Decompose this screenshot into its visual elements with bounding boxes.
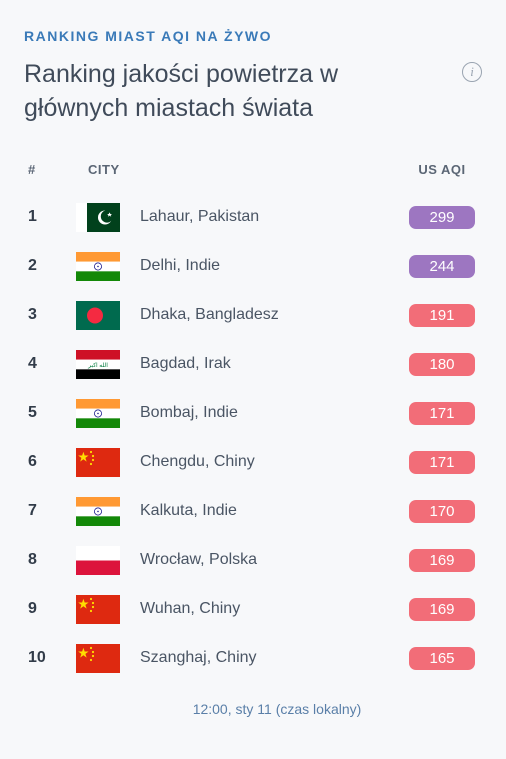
poland-flag-icon: [76, 546, 120, 575]
rank-number: 9: [28, 600, 76, 618]
aqi-cell: 165: [406, 647, 478, 670]
rank-number: 6: [28, 453, 76, 471]
city-cell: Szanghaj, Chiny: [76, 644, 406, 673]
city-cell: Delhi, Indie: [76, 252, 406, 281]
rank-number: 1: [28, 208, 76, 226]
table-row[interactable]: 6 Chengdu, Chiny 171: [24, 438, 482, 487]
aqi-cell: 244: [406, 255, 478, 278]
table-row[interactable]: 2 Delhi, Indie 244: [24, 242, 482, 291]
info-icon[interactable]: i: [462, 62, 482, 82]
aqi-cell: 191: [406, 304, 478, 327]
svg-text:الله اكبر: الله اكبر: [87, 362, 108, 369]
table-row[interactable]: 9 Wuhan, Chiny 169: [24, 585, 482, 634]
rank-number: 3: [28, 306, 76, 324]
rank-number: 2: [28, 257, 76, 275]
city-name: Lahaur, Pakistan: [140, 208, 259, 226]
rank-number: 10: [28, 649, 76, 667]
iraq-flag-icon: الله اكبر: [76, 350, 120, 379]
timestamp: 12:00, sty 11 (czas lokalny): [24, 701, 482, 717]
aqi-badge: 191: [409, 304, 475, 327]
rank-number: 8: [28, 551, 76, 569]
aqi-badge: 169: [409, 598, 475, 621]
bangladesh-flag-icon: [76, 301, 120, 330]
city-name: Wrocław, Polska: [140, 551, 257, 569]
city-name: Szanghaj, Chiny: [140, 649, 257, 667]
china-flag-icon: [76, 644, 120, 673]
table-row[interactable]: 3 Dhaka, Bangladesz 191: [24, 291, 482, 340]
city-name: Bagdad, Irak: [140, 355, 231, 373]
table-row[interactable]: 8 Wrocław, Polska 169: [24, 536, 482, 585]
city-cell: Bombaj, Indie: [76, 399, 406, 428]
header-rank: #: [28, 162, 76, 177]
aqi-badge: 165: [409, 647, 475, 670]
india-flag-icon: [76, 497, 120, 526]
section-eyebrow: RANKING MIAST AQI NA ŻYWO: [24, 28, 482, 44]
city-name: Bombaj, Indie: [140, 404, 238, 422]
aqi-badge: 244: [409, 255, 475, 278]
aqi-cell: 299: [406, 206, 478, 229]
city-cell: Dhaka, Bangladesz: [76, 301, 406, 330]
china-flag-icon: [76, 448, 120, 477]
aqi-cell: 170: [406, 500, 478, 523]
china-flag-icon: [76, 595, 120, 624]
header-aqi: US AQI: [406, 162, 478, 177]
aqi-badge: 170: [409, 500, 475, 523]
city-cell: Wuhan, Chiny: [76, 595, 406, 624]
pakistan-flag-icon: [76, 203, 120, 232]
city-name: Chengdu, Chiny: [140, 453, 255, 471]
city-name: Wuhan, Chiny: [140, 600, 240, 618]
aqi-cell: 169: [406, 549, 478, 572]
aqi-cell: 171: [406, 451, 478, 474]
header-city: CITY: [76, 162, 406, 177]
aqi-badge: 180: [409, 353, 475, 376]
city-cell: Kalkuta, Indie: [76, 497, 406, 526]
city-name: Dhaka, Bangladesz: [140, 306, 279, 324]
aqi-badge: 169: [409, 549, 475, 572]
aqi-cell: 171: [406, 402, 478, 425]
aqi-badge: 299: [409, 206, 475, 229]
city-cell: الله اكبر Bagdad, Irak: [76, 350, 406, 379]
rank-number: 7: [28, 502, 76, 520]
table-row[interactable]: 4 الله اكبر Bagdad, Irak 180: [24, 340, 482, 389]
city-cell: Chengdu, Chiny: [76, 448, 406, 477]
page-title: Ranking jakości powietrza w głównych mia…: [24, 58, 384, 126]
aqi-badge: 171: [409, 402, 475, 425]
rank-number: 5: [28, 404, 76, 422]
city-name: Kalkuta, Indie: [140, 502, 237, 520]
city-cell: Wrocław, Polska: [76, 546, 406, 575]
table-row[interactable]: 7 Kalkuta, Indie 170: [24, 487, 482, 536]
india-flag-icon: [76, 399, 120, 428]
aqi-badge: 171: [409, 451, 475, 474]
table-row[interactable]: 1 Lahaur, Pakistan 299: [24, 193, 482, 242]
india-flag-icon: [76, 252, 120, 281]
aqi-cell: 180: [406, 353, 478, 376]
city-cell: Lahaur, Pakistan: [76, 203, 406, 232]
table-row[interactable]: 10 Szanghaj, Chiny 165: [24, 634, 482, 683]
city-name: Delhi, Indie: [140, 257, 220, 275]
table-header: # CITY US AQI: [24, 162, 482, 193]
ranking-list: 1 Lahaur, Pakistan 299 2 Delhi, Indie 244 3 Dha…: [24, 193, 482, 683]
rank-number: 4: [28, 355, 76, 373]
title-row: Ranking jakości powietrza w głównych mia…: [24, 58, 482, 126]
aqi-cell: 169: [406, 598, 478, 621]
table-row[interactable]: 5 Bombaj, Indie 171: [24, 389, 482, 438]
